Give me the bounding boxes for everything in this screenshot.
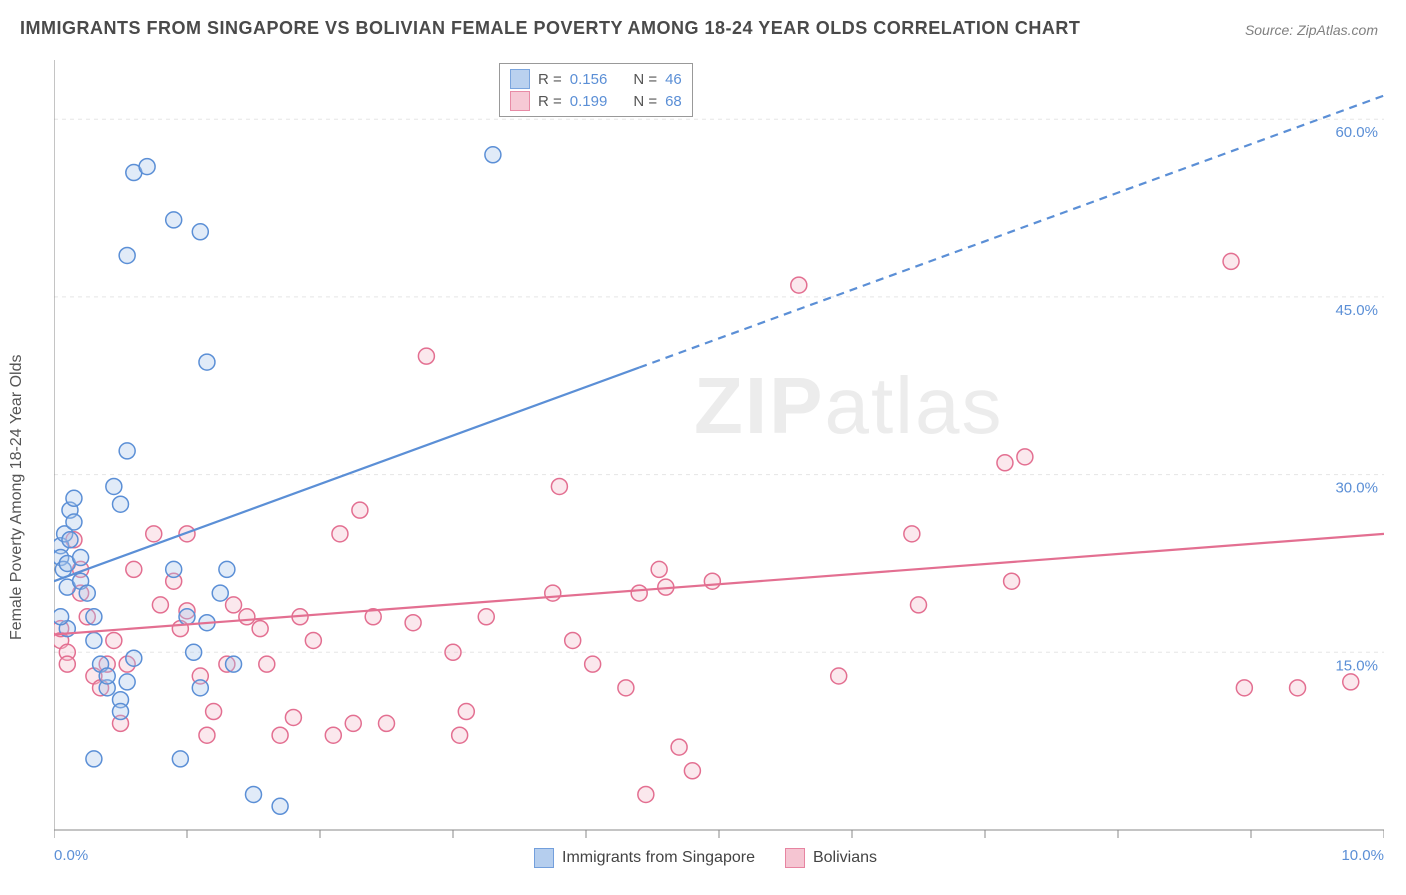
series-label: Immigrants from Singapore	[562, 849, 755, 867]
legend-swatch-icon	[510, 91, 530, 111]
series-legend: Immigrants from Singapore Bolivians	[534, 848, 877, 868]
legend-r-value: 0.199	[570, 93, 608, 110]
legend-n-value: 46	[665, 71, 682, 88]
chart-plot-area: 15.0%30.0%45.0%60.0%0.0%10.0% ZIPatlas R…	[54, 60, 1384, 830]
legend-swatch-icon	[510, 69, 530, 89]
svg-text:10.0%: 10.0%	[1341, 847, 1384, 864]
series-legend-singapore: Immigrants from Singapore	[534, 848, 755, 868]
series-swatch-icon	[785, 848, 805, 868]
series-swatch-icon	[534, 848, 554, 868]
svg-text:0.0%: 0.0%	[54, 847, 88, 864]
source-prefix: Source:	[1245, 22, 1297, 38]
svg-text:15.0%: 15.0%	[1335, 657, 1378, 674]
series-legend-bolivians: Bolivians	[785, 848, 877, 868]
legend-r-value: 0.156	[570, 71, 608, 88]
svg-text:30.0%: 30.0%	[1335, 480, 1378, 497]
legend-r-label: R =	[538, 71, 562, 88]
svg-text:45.0%: 45.0%	[1335, 302, 1378, 319]
chart-title: IMMIGRANTS FROM SINGAPORE VS BOLIVIAN FE…	[20, 18, 1080, 39]
scatter-svg: 15.0% 30.0% 45.0% 60.0% 0.0% 10.0%	[54, 60, 1384, 890]
correlation-legend: R = 0.156 N = 46 R = 0.199 N = 68	[499, 63, 693, 117]
source-name: ZipAtlas.com	[1297, 22, 1378, 38]
legend-row-singapore: R = 0.156 N = 46	[510, 68, 682, 90]
legend-row-bolivians: R = 0.199 N = 68	[510, 90, 682, 112]
svg-text:60.0%: 60.0%	[1335, 124, 1378, 141]
legend-n-value: 68	[665, 93, 682, 110]
series-label: Bolivians	[813, 849, 877, 867]
legend-n-label: N =	[633, 71, 657, 88]
legend-n-label: N =	[633, 93, 657, 110]
y-axis-label: Female Poverty Among 18-24 Year Olds	[8, 355, 26, 641]
legend-r-label: R =	[538, 93, 562, 110]
source-attribution: Source: ZipAtlas.com	[1245, 22, 1378, 38]
